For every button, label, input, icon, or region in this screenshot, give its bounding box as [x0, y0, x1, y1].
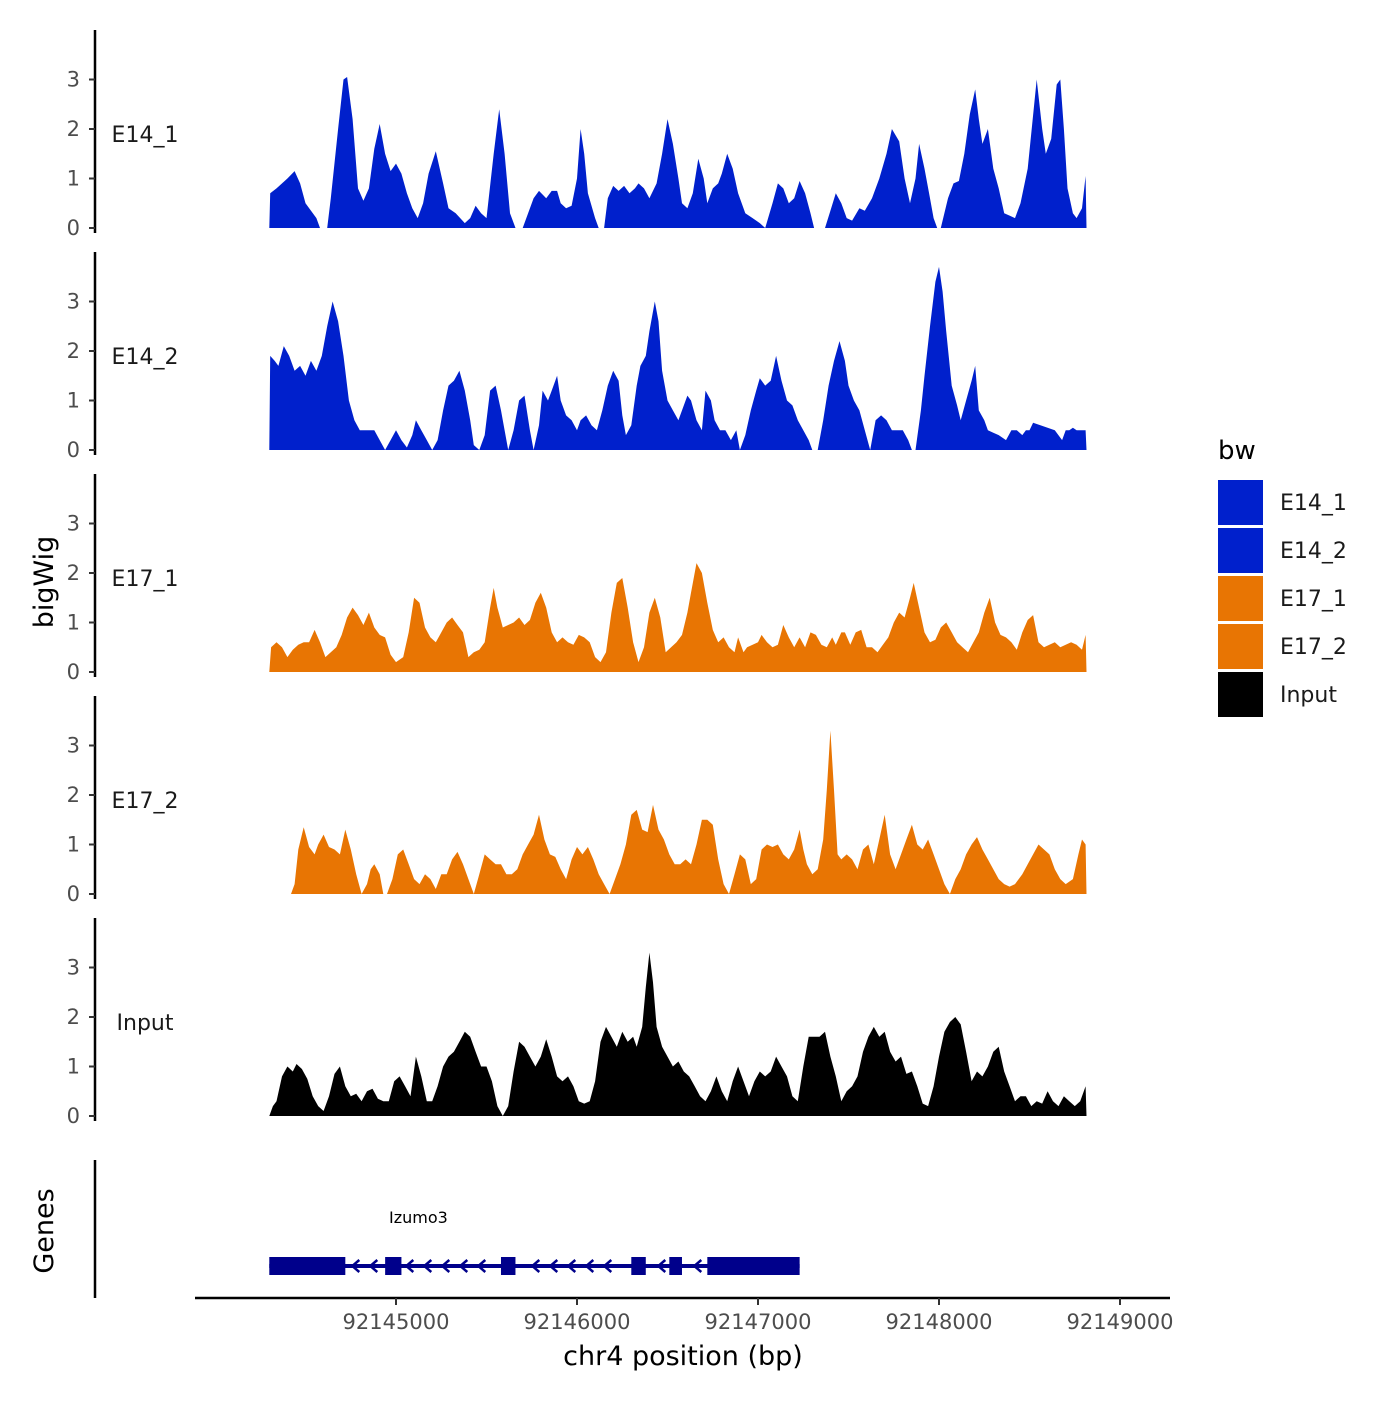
- coverage-area-input: [269, 952, 1087, 1116]
- track-label-e14-2: E14_2: [112, 345, 179, 370]
- coverage-area-e14-2: [269, 266, 1087, 450]
- y-tick-label-2: 2: [67, 117, 80, 141]
- coverage-area-e17-1: [269, 563, 1087, 672]
- strand-arrow: [440, 1259, 451, 1273]
- track-label-e14-1: E14_1: [112, 123, 179, 148]
- strand-arrow: [422, 1259, 433, 1273]
- legend-swatch-e14-1: [1218, 480, 1263, 525]
- y-tick-label-2: 2: [67, 339, 80, 363]
- x-axis: 92145000 92146000 92147000 92148000 92149000: [195, 1296, 1174, 1334]
- y-tick-label-3: 3: [67, 956, 80, 980]
- strand-arrow: [530, 1259, 541, 1273]
- y-tick-label-2: 2: [67, 561, 80, 585]
- y-tick-label-0: 0: [67, 216, 80, 240]
- gene-exon-2: [385, 1257, 402, 1275]
- strand-arrow: [656, 1259, 667, 1273]
- strand-arrow: [404, 1259, 415, 1273]
- strand-arrow: [584, 1259, 595, 1273]
- legend-label-e17-1: E17_1: [1280, 587, 1347, 612]
- legend-title: bw: [1218, 436, 1256, 466]
- legend-swatch-input: [1218, 672, 1263, 717]
- legend-label-e17-2: E17_2: [1280, 635, 1347, 660]
- gene-exon-1: [269, 1257, 346, 1275]
- genes-axis-title: Genes: [29, 1188, 60, 1273]
- x-tick-label-92146000: 92146000: [524, 1310, 631, 1334]
- y-tick-label-0: 0: [67, 660, 80, 684]
- gene-exon-6: [707, 1257, 800, 1275]
- y-tick-label-1: 1: [67, 833, 80, 857]
- y-axis-title: bigWig: [29, 536, 60, 629]
- bigwig-tracks: 0 1 2 3 E14_1 0 1 2 3 E14_2 0 1 2 3 E17_1 0 1 2 3 E17_2 0 1 2 3…: [67, 30, 1087, 1128]
- track-e14-1: 0 1 2 3 E14_1: [67, 30, 1087, 240]
- y-tick-label-3: 3: [67, 734, 80, 758]
- track-input: 0 1 2 3 Input: [67, 918, 1087, 1128]
- track-e14-2: 0 1 2 3 E14_2: [67, 252, 1087, 462]
- strand-arrow: [548, 1259, 559, 1273]
- strand-arrow: [368, 1259, 379, 1273]
- legend-label-e14-2: E14_2: [1280, 539, 1347, 564]
- strand-arrow: [458, 1259, 469, 1273]
- strand-arrow: [566, 1259, 577, 1273]
- y-tick-label-2: 2: [67, 1005, 80, 1029]
- y-tick-label-1: 1: [67, 1055, 80, 1079]
- genes-track: Izumo3: [93, 1160, 800, 1298]
- x-tick-label-92148000: 92148000: [886, 1310, 993, 1334]
- coverage-area-e17-2: [291, 730, 1087, 894]
- gene-exon-5: [669, 1257, 682, 1275]
- y-tick-label-3: 3: [67, 68, 80, 92]
- gene-label-izumo3: Izumo3: [389, 1208, 448, 1227]
- legend-swatch-e14-2: [1218, 528, 1263, 573]
- x-tick-label-92145000: 92145000: [343, 1310, 450, 1334]
- track-e17-2: 0 1 2 3 E17_2: [67, 696, 1087, 906]
- strand-arrow: [692, 1259, 703, 1273]
- track-label-input: Input: [117, 1011, 174, 1036]
- y-tick-label-3: 3: [67, 290, 80, 314]
- x-tick-label-92149000: 92149000: [1067, 1310, 1174, 1334]
- track-e17-1: 0 1 2 3 E17_1: [67, 474, 1087, 684]
- y-tick-label-1: 1: [67, 611, 80, 635]
- gene-exon-4: [631, 1257, 646, 1275]
- y-tick-label-0: 0: [67, 1104, 80, 1128]
- track-label-e17-2: E17_2: [112, 789, 179, 814]
- y-tick-label-2: 2: [67, 783, 80, 807]
- gene-izumo3: Izumo3: [269, 1208, 800, 1275]
- strand-arrow: [602, 1259, 613, 1273]
- x-axis-title: chr4 position (bp): [563, 1341, 803, 1372]
- legend-label-input: Input: [1280, 683, 1337, 708]
- strand-arrow: [476, 1259, 487, 1273]
- y-tick-label-0: 0: [67, 882, 80, 906]
- y-tick-label-3: 3: [67, 512, 80, 536]
- track-label-e17-1: E17_1: [112, 567, 179, 592]
- strand-arrow: [350, 1259, 361, 1273]
- gene-exon-3: [500, 1257, 516, 1275]
- y-tick-label-1: 1: [67, 167, 80, 191]
- legend-label-e14-1: E14_1: [1280, 491, 1347, 516]
- x-tick-label-92147000: 92147000: [705, 1310, 812, 1334]
- legend: bw E14_1 E14_2 E17_1 E17_2 Input: [1218, 436, 1347, 717]
- y-tick-label-0: 0: [67, 438, 80, 462]
- legend-swatch-e17-2: [1218, 624, 1263, 669]
- y-tick-label-1: 1: [67, 389, 80, 413]
- coverage-area-e14-1: [269, 77, 1087, 228]
- legend-swatch-e17-1: [1218, 576, 1263, 621]
